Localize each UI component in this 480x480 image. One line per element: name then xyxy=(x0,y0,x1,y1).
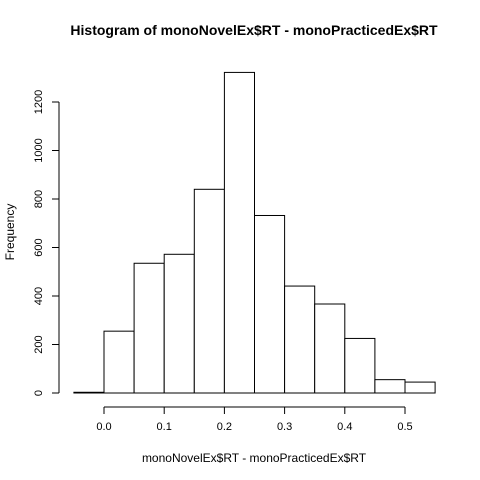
y-tick-label: 800 xyxy=(33,190,45,208)
histogram-bar xyxy=(315,304,345,393)
y-axis-label: Frequency xyxy=(3,204,17,261)
y-tick-label: 1000 xyxy=(33,138,45,162)
histogram-bar xyxy=(285,286,315,393)
x-tick-label: 0.5 xyxy=(397,421,412,433)
x-tick-label: 0.4 xyxy=(337,421,352,433)
histogram-bar xyxy=(375,380,405,393)
histogram-bar xyxy=(345,338,375,393)
histogram-bar xyxy=(255,215,285,393)
chart-title: Histogram of monoNovelEx$RT - monoPracti… xyxy=(70,22,438,38)
histogram-bar xyxy=(194,189,224,393)
y-tick-label: 200 xyxy=(33,335,45,353)
x-axis-label: monoNovelEx$RT - monoPracticedEx$RT xyxy=(142,451,367,465)
y-tick-label: 400 xyxy=(33,287,45,305)
x-axis: 0.0 0.1 0.2 0.3 0.4 0.5 xyxy=(96,407,412,433)
x-tick-label: 0.0 xyxy=(96,421,111,433)
histogram-bar xyxy=(405,382,435,393)
histogram-bar xyxy=(74,392,104,393)
histogram-bar xyxy=(164,254,194,393)
y-axis: 0 200 400 600 800 1000 1200 xyxy=(33,90,59,396)
y-tick-label: 1200 xyxy=(33,90,45,114)
y-tick-label: 600 xyxy=(33,238,45,256)
x-tick-label: 0.1 xyxy=(157,421,172,433)
histogram-bar xyxy=(134,263,164,393)
histogram-bar xyxy=(104,331,134,393)
x-tick-label: 0.3 xyxy=(277,421,292,433)
histogram-bar xyxy=(224,72,254,393)
x-tick-label: 0.2 xyxy=(217,421,232,433)
histogram-bars xyxy=(74,72,435,393)
y-tick-label: 0 xyxy=(33,390,45,396)
